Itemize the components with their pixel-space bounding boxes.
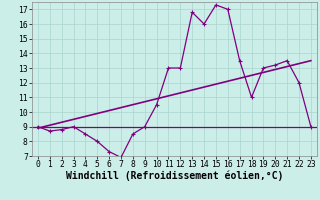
X-axis label: Windchill (Refroidissement éolien,°C): Windchill (Refroidissement éolien,°C) [66,171,283,181]
